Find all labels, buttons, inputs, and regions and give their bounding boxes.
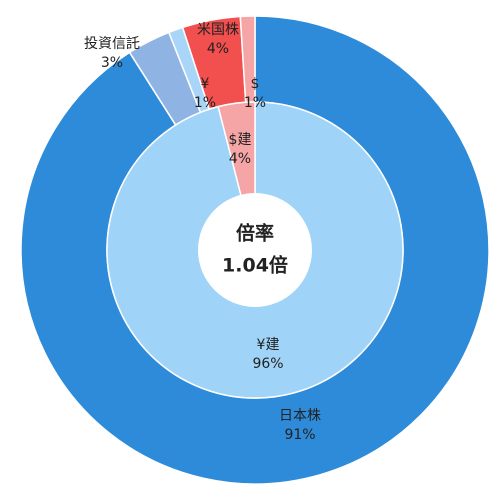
- slice-value-label: 1%: [194, 95, 216, 111]
- slice-label: ¥建: [257, 337, 280, 353]
- slice-value-label: 4%: [207, 41, 229, 57]
- slice-value-label: 91%: [284, 427, 315, 443]
- slice-label: ¥: [201, 76, 210, 92]
- slice-label: 日本株: [279, 408, 321, 424]
- center-value: 1.04倍: [222, 254, 288, 277]
- slice-value-label: 3%: [101, 55, 123, 71]
- slice-value-label: 1%: [244, 95, 266, 111]
- center-label: 倍率: [236, 222, 274, 245]
- slice-label: 米国株: [197, 22, 239, 38]
- slice-label: $建: [229, 132, 252, 148]
- slice-value-label: 4%: [229, 151, 251, 167]
- slice-label: 投資信託: [84, 36, 140, 52]
- center-hole: [198, 193, 312, 307]
- slice-label: $: [251, 76, 260, 92]
- slice-value-label: 96%: [252, 356, 283, 372]
